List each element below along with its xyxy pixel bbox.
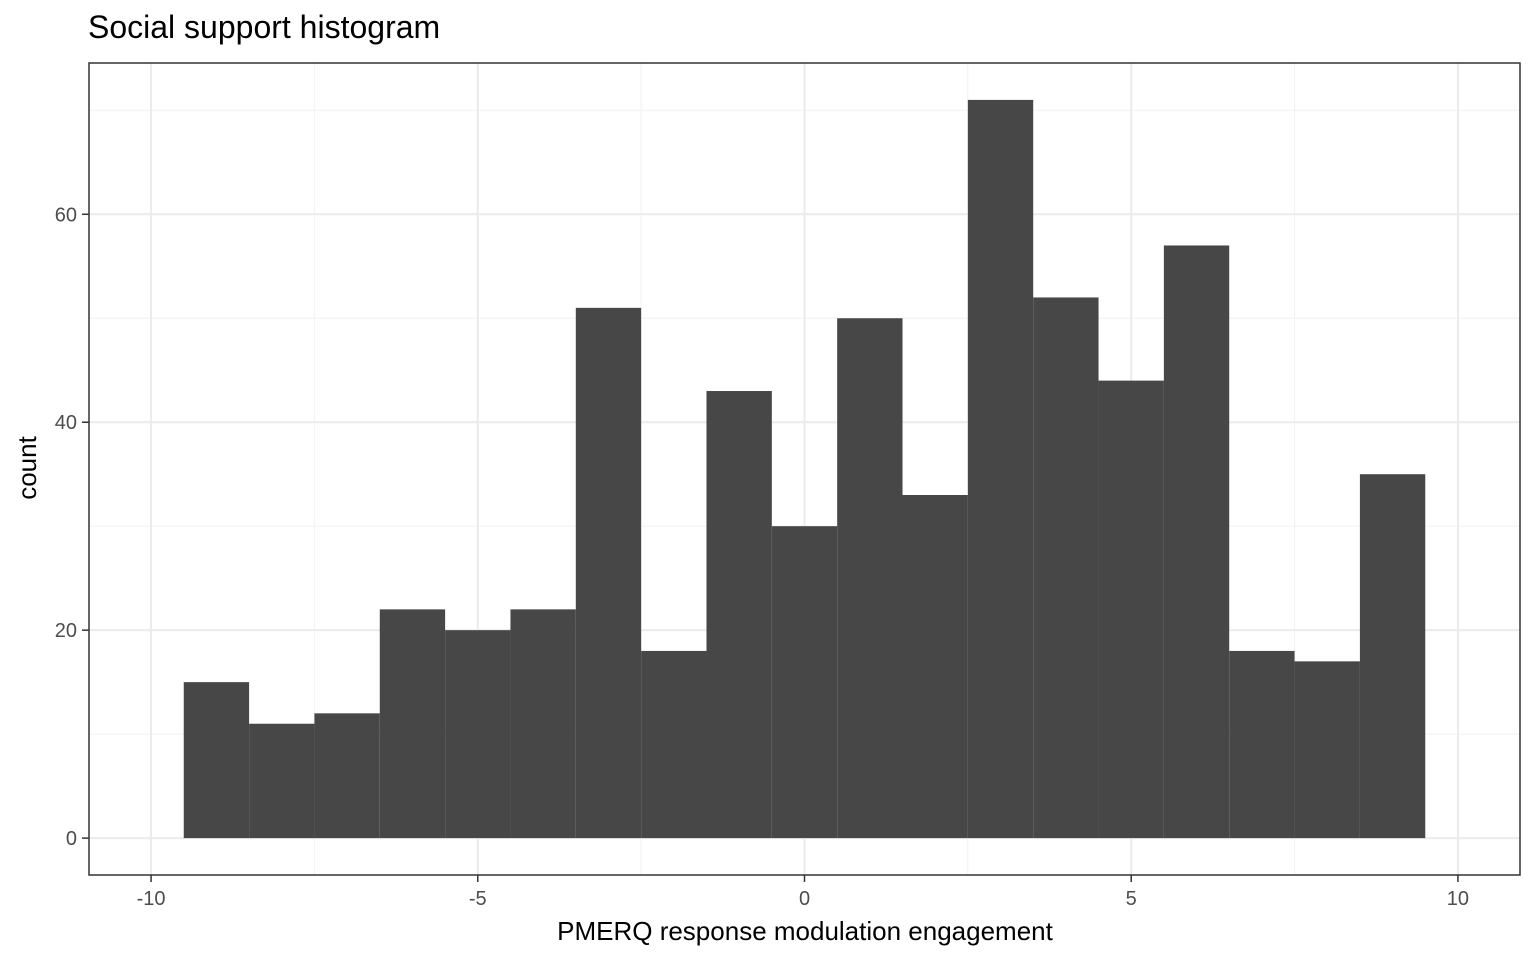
histogram-bar: [706, 391, 772, 839]
y-tick-label: 0: [66, 828, 77, 850]
chart-title: Social support histogram: [88, 9, 440, 45]
bars-layer: [183, 99, 1426, 839]
histogram-bar: [837, 318, 903, 839]
histogram-bar: [967, 99, 1034, 839]
histogram-bar: [249, 723, 315, 839]
histogram-bar: [902, 494, 968, 839]
histogram-bar: [510, 609, 576, 839]
histogram-bar: [445, 630, 511, 839]
histogram-bar: [771, 526, 838, 839]
x-tick-label: 10: [1447, 888, 1469, 910]
histogram-bar: [1033, 297, 1099, 839]
histogram-bar: [314, 713, 380, 839]
histogram-bar: [1163, 245, 1230, 839]
histogram-bar: [641, 650, 707, 839]
x-tick-label: 5: [1126, 888, 1137, 910]
x-axis-label: PMERQ response modulation engagement: [557, 916, 1054, 946]
histogram-bar: [379, 609, 446, 839]
y-axis: 0 20 40 60: [55, 204, 89, 850]
x-tick-label: -5: [469, 888, 487, 910]
histogram-bar: [1294, 661, 1360, 839]
y-tick-label: 60: [55, 204, 77, 226]
histogram-bar: [183, 682, 250, 839]
x-tick-label: -10: [137, 888, 166, 910]
x-tick-label: 0: [799, 888, 810, 910]
x-axis: -10 -5 0 5 10: [137, 875, 1469, 910]
y-axis-label: count: [12, 435, 42, 499]
histogram-bar: [1229, 650, 1295, 839]
y-tick-label: 40: [55, 412, 77, 434]
histogram-bar: [1359, 474, 1426, 839]
y-tick-label: 20: [55, 620, 77, 642]
histogram-bar: [1098, 380, 1164, 839]
histogram-bar: [575, 307, 642, 839]
